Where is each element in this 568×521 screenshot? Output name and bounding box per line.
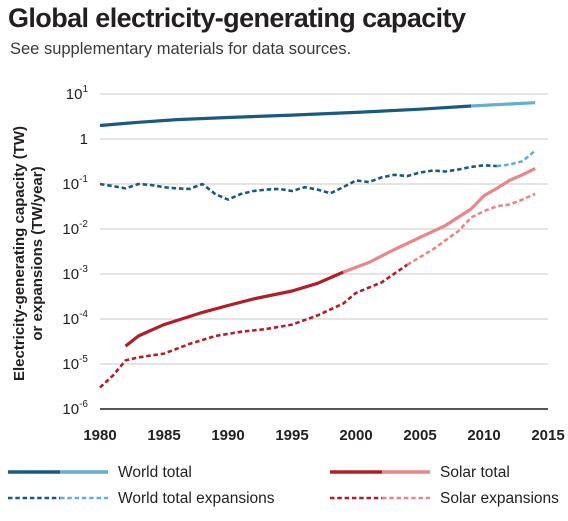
series-line-solar-total-light: [342, 167, 536, 274]
x-tick-label: 2000: [339, 427, 372, 444]
y-axis-label: Electricity-generating capacity (TW) or e…: [11, 126, 46, 381]
legend-label: Solar total: [440, 464, 510, 481]
series-line-world-total-light: [471, 101, 536, 108]
legend-label: World total: [118, 464, 192, 481]
legend-item: Solar expansions: [330, 490, 559, 507]
legend-item: World total expansions: [8, 490, 275, 507]
legend: World total Solar total World total expans…: [8, 464, 559, 507]
y-tick-label: 10-4: [62, 309, 88, 328]
y-axis-label-line: Electricity-generating capacity (TW): [11, 126, 28, 381]
chart-subtitle: See supplementary materials for data sou…: [10, 40, 352, 58]
x-tick-label: 2015: [531, 427, 564, 444]
series-line-world-total-expansions: [99, 164, 497, 201]
x-tick-label: 1995: [275, 427, 308, 444]
series-world-total: [99, 101, 536, 128]
y-tick-label: 10-1: [62, 174, 88, 193]
y-axis-ticks: 101 1 10-1 10-2 10-3 10-4 10-5 10-6: [62, 84, 88, 418]
series-world-total-expansions: [99, 149, 537, 201]
series-line-solar-expansions-light: [406, 192, 536, 266]
series-solar-total: [124, 167, 536, 348]
y-tick-label: 101: [66, 84, 89, 103]
y-tick-label: 10-5: [62, 354, 88, 373]
x-tick-label: 2005: [403, 427, 436, 444]
x-axis-ticks: 1980 1985 1990 1995 2000 2005 2010 2015: [83, 427, 564, 444]
y-tick-label: 10-3: [62, 264, 88, 283]
y-axis-label-line: or expansions (TW/year): [29, 166, 46, 340]
x-tick-label: 1980: [83, 427, 116, 444]
chart-title: Global electricity-generating capacity: [8, 3, 466, 33]
legend-item: World total: [8, 464, 192, 481]
legend-label: World total expansions: [118, 490, 275, 507]
x-tick-label: 1985: [147, 427, 180, 444]
series-lines: [99, 101, 537, 389]
legend-item: Solar total: [330, 464, 510, 481]
legend-label: Solar expansions: [440, 490, 559, 507]
x-tick-label: 2010: [467, 427, 500, 444]
x-tick-label: 1990: [211, 427, 244, 444]
y-tick-label: 10-6: [62, 399, 88, 418]
series-line-solar-expansions: [99, 263, 408, 389]
y-tick-label: 1: [80, 131, 88, 148]
series-line-solar-total: [124, 270, 344, 348]
grid-lines: [100, 93, 548, 410]
series-line-world-total-expansions-light: [496, 149, 537, 168]
series-line-world-total: [99, 104, 472, 128]
series-solar-expansions: [99, 192, 536, 389]
y-tick-label: 10-2: [62, 219, 88, 238]
